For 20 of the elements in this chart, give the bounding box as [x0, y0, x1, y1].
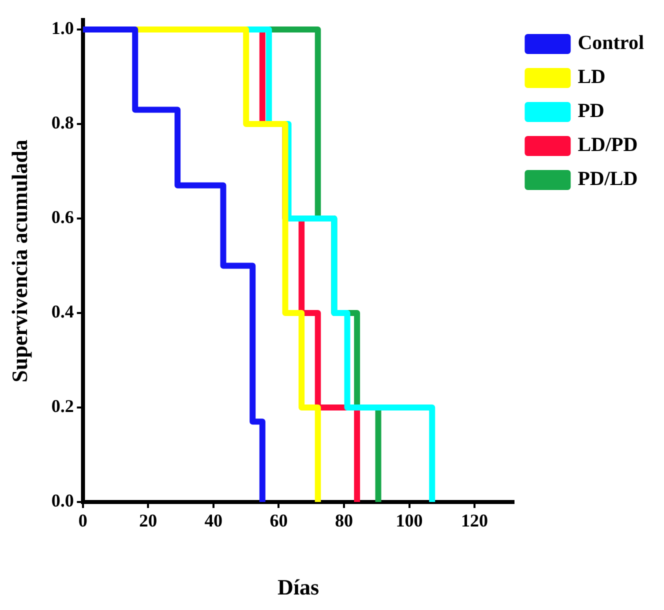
y-tick-label: 0.4: [51, 302, 74, 322]
legend-label: PD/LD: [578, 168, 638, 190]
y-tick-label: 0.0: [51, 490, 74, 511]
y-axis-title: Supervivencia acumulada: [6, 140, 32, 382]
x-tick-label: 20: [139, 510, 158, 530]
legend-label: LD: [578, 66, 606, 88]
y-tick-label: 1.0: [51, 18, 74, 38]
legend-label: Control: [578, 32, 644, 54]
x-axis-title: Días: [278, 574, 320, 600]
x-tick-label: 100: [396, 510, 423, 530]
y-tick-label: 0.2: [51, 396, 74, 416]
legend-label: LD/PD: [578, 134, 638, 156]
legend-label: PD: [578, 100, 604, 122]
x-tick-label: 0: [78, 510, 88, 530]
y-tick-label: 0.6: [51, 207, 74, 228]
x-tick-label: 120: [461, 510, 488, 530]
x-tick-label: 60: [270, 510, 288, 530]
x-tick-label: 40: [204, 510, 222, 530]
x-tick-label: 80: [334, 510, 353, 530]
y-tick-label: 0.8: [51, 112, 74, 133]
